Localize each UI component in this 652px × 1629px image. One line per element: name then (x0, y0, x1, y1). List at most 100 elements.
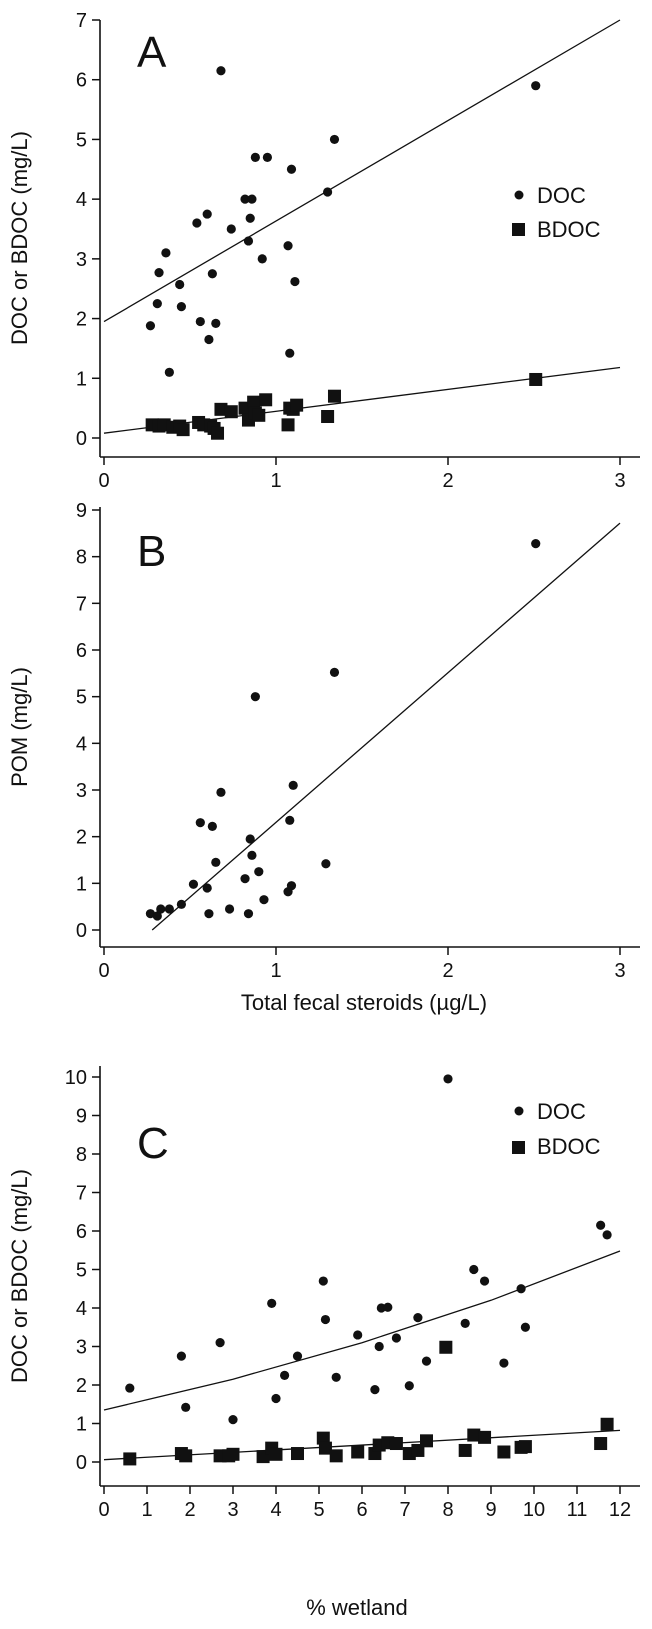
doc-point (250, 152, 260, 162)
bdoc-point (211, 426, 225, 440)
bdoc-point (269, 1447, 283, 1461)
x-tick-label: 3 (227, 1499, 238, 1521)
bdoc-point (321, 410, 335, 424)
y-tick-label: 5 (76, 129, 87, 151)
doc-point (267, 1298, 277, 1308)
bdoc-point (529, 372, 543, 386)
y-tick-label: 5 (76, 687, 87, 709)
y-tick-label: 0 (76, 428, 87, 450)
doc-point (292, 1351, 303, 1361)
doc-point (247, 194, 257, 204)
series-0-point (285, 815, 295, 825)
doc-point (329, 134, 340, 145)
series-0-point (202, 883, 212, 893)
doc-point (318, 1276, 328, 1286)
y-tick-label: 2 (76, 1375, 87, 1397)
doc-point (285, 348, 295, 358)
x-tick-label: 1 (270, 470, 281, 492)
y-tick-label: 3 (76, 1337, 87, 1359)
doc-point (602, 1230, 612, 1240)
y-tick-label: 0 (76, 920, 87, 942)
doc-point (320, 1314, 331, 1325)
doc-point (271, 1393, 281, 1404)
bdoc-point (420, 1434, 433, 1448)
bdoc-point (179, 1449, 193, 1463)
y-tick-label: 8 (76, 547, 87, 569)
x-tick-label: 0 (98, 470, 109, 492)
doc-point (216, 66, 226, 76)
y-tick-label: 1 (76, 368, 87, 390)
doc-point (353, 1330, 363, 1340)
bdoc-point (281, 418, 295, 432)
x-tick-label: 0 (98, 960, 109, 982)
legend-doc-label: DOC (537, 183, 586, 208)
bdoc-point (291, 1447, 304, 1461)
series-0-point (259, 895, 269, 905)
doc-point (421, 1356, 432, 1366)
trend-lines (151, 522, 621, 931)
legend-bdoc-marker (512, 1141, 525, 1154)
series-0-point (240, 874, 250, 884)
doc-point (404, 1381, 414, 1391)
series-0-point (254, 867, 264, 877)
bdoc-point (594, 1437, 608, 1451)
doc-point (164, 367, 174, 377)
x-tick-label: 0 (98, 1499, 109, 1521)
bdoc-point (290, 398, 304, 412)
doc-point (226, 224, 236, 234)
legend: DOC BDOC (512, 183, 601, 242)
series-0-point (156, 904, 166, 914)
y-tick-label: 10 (65, 1067, 87, 1089)
x-tick-label: 6 (356, 1499, 367, 1521)
x-tick-label: 3 (614, 470, 625, 492)
series-0-point (247, 850, 257, 860)
y-tick-label: 4 (76, 189, 87, 211)
x-tick-labels: 0 1 2 3 4 5 6 7 8 9 10 11 12 (98, 1486, 631, 1521)
series-0-point (286, 881, 297, 891)
doc-point (280, 1370, 290, 1380)
y-tick-label: 6 (76, 1221, 87, 1243)
y-axis-label: DOC or BDOC (mg/L) (7, 1169, 32, 1383)
doc-point (176, 302, 186, 312)
y-tick-label: 1 (76, 873, 87, 895)
doc-point (290, 276, 300, 287)
data-points (123, 1074, 614, 1466)
x-tick-label: 2 (442, 470, 453, 492)
doc-point (240, 194, 250, 204)
doc-point (286, 164, 297, 174)
bdoc-point (497, 1445, 511, 1459)
y-tick-label: 4 (76, 1298, 87, 1320)
bdoc-point (259, 393, 273, 407)
y-tick-label: 3 (76, 249, 87, 271)
bdoc-point (247, 395, 261, 409)
doc-point (331, 1372, 341, 1382)
series-0-point (195, 818, 205, 828)
doc-point (152, 299, 162, 309)
bdoc-point (214, 402, 228, 416)
panel-a: 0 1 2 3 0 1 2 3 4 5 6 7 A DOC or BDOC (mg/L) DOC B… (7, 10, 640, 492)
y-tick-label: 9 (76, 1106, 87, 1128)
doc-point (125, 1383, 135, 1393)
x-tick-label: 12 (609, 1499, 631, 1521)
panel-letter: A (137, 28, 167, 77)
x-tick-label: 8 (442, 1499, 453, 1521)
doc-point (243, 236, 254, 246)
bdoc-point (123, 1452, 137, 1466)
series-0-point (204, 909, 214, 919)
doc-point (413, 1313, 423, 1323)
series-0-point (531, 539, 541, 549)
doc-point (204, 334, 214, 345)
y-tick-label: 9 (76, 500, 87, 522)
doc-point (195, 316, 205, 327)
doc-point (257, 254, 267, 264)
y-axis-label: POM (mg/L) (7, 667, 32, 787)
y-tick-label: 7 (76, 593, 87, 615)
series-0-trend-line (151, 522, 621, 931)
bdoc-point (318, 1441, 332, 1455)
doc-point (161, 248, 171, 258)
series-0-point (243, 909, 254, 919)
series-0-point (211, 857, 221, 867)
doc-point (469, 1264, 479, 1275)
legend-doc-label: DOC (537, 1099, 586, 1124)
